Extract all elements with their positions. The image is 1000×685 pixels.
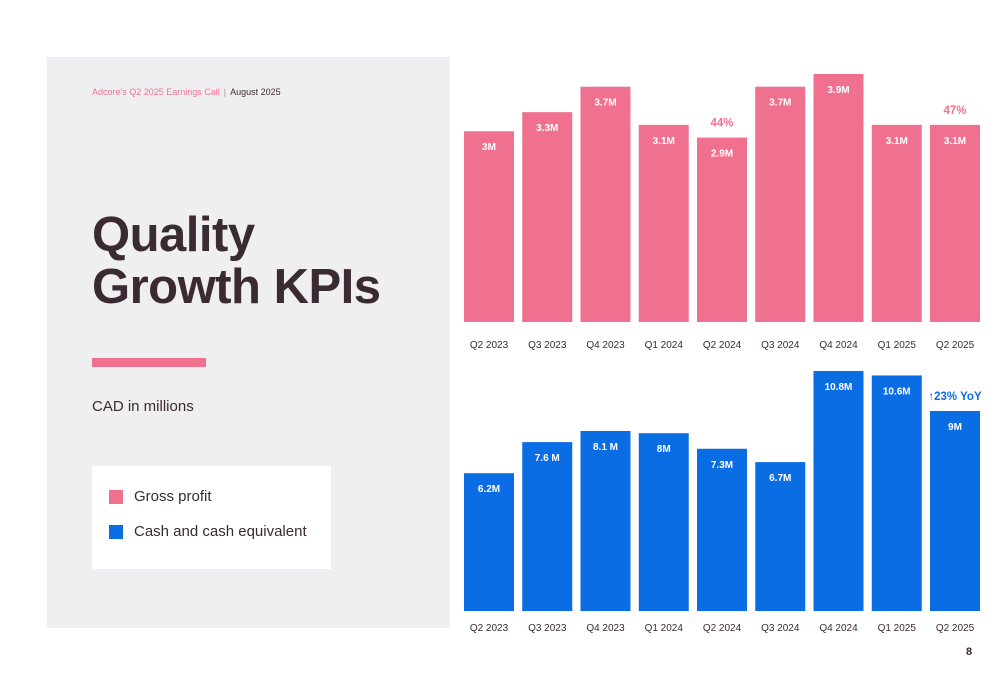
tick-label-cash-q2-2025: Q2 2025	[936, 623, 975, 634]
annotation-cash-q2-2025: ↑23% YoY	[928, 391, 982, 403]
data-label-cash-q2-2025: 9M	[948, 422, 962, 433]
data-label-cash-q2-2024: 7.3M	[711, 460, 733, 471]
data-label-gross-profit-q1-2025: 3.1M	[886, 136, 908, 147]
tick-label-gross-profit-q1-2025: Q1 2025	[878, 340, 917, 351]
title-panel: Adcore's Q2 2025 Earnings Call | August 20…	[47, 57, 450, 628]
data-label-gross-profit-q4-2023: 3.7M	[594, 98, 616, 109]
tick-label-cash-q4-2023: Q4 2023	[586, 623, 625, 634]
tick-label-cash-q2-2023: Q2 2023	[470, 623, 509, 634]
data-label-cash-q3-2024: 6.7M	[769, 473, 791, 484]
data-label-cash-q3-2023: 7.6 M	[535, 453, 560, 464]
header-line: Adcore's Q2 2025 Earnings Call | August 20…	[92, 87, 281, 97]
legend: Gross profit Cash and cash equivalent	[92, 466, 331, 569]
page-title-line-1: Quality	[92, 208, 255, 262]
bar-gross-profit-q2-2024	[697, 137, 747, 322]
header-separator: |	[223, 87, 227, 97]
bar-cash-q1-2024	[638, 433, 689, 611]
tick-label-gross-profit-q2-2024: Q2 2024	[703, 340, 742, 351]
data-label-gross-profit-q4-2024: 3.9M	[827, 85, 849, 96]
page-title-line-2: Growth KPIs	[92, 260, 381, 314]
bar-gross-profit-q1-2024	[638, 124, 689, 322]
data-label-cash-q2-2023: 6.2M	[478, 484, 500, 495]
tick-label-cash-q3-2023: Q3 2023	[528, 623, 567, 634]
legend-item-gross-profit: Gross profit	[109, 488, 212, 505]
tick-label-gross-profit-q1-2024: Q1 2024	[645, 340, 684, 351]
tick-label-gross-profit-q3-2024: Q3 2024	[761, 340, 800, 351]
tick-label-cash-q1-2024: Q1 2024	[645, 623, 684, 634]
bar-cash-q2-2024	[697, 448, 747, 611]
bar-gross-profit-q4-2023	[580, 86, 631, 322]
bar-cash-q3-2023	[522, 442, 573, 611]
title-accent-bar	[92, 358, 206, 367]
annotation-gross-profit-q2-2025: 47%	[943, 105, 966, 117]
bar-gross-profit-q3-2024	[755, 86, 806, 322]
bar-cash-q2-2025	[930, 411, 980, 611]
data-label-gross-profit-q2-2024: 2.9M	[711, 149, 733, 160]
page-title: Quality Growth KPIs	[92, 209, 381, 313]
data-label-cash-q1-2025: 10.6M	[883, 386, 911, 397]
bar-cash-q1-2025	[871, 375, 922, 611]
bar-gross-profit-q1-2025	[871, 124, 922, 322]
data-label-cash-q1-2024: 8M	[657, 444, 671, 455]
tick-label-gross-profit-q4-2024: Q4 2024	[819, 340, 858, 351]
bar-cash-q2-2023	[464, 473, 514, 611]
annotation-gross-profit-q2-2024: 44%	[710, 118, 733, 130]
bar-gross-profit-q2-2023	[464, 131, 514, 322]
data-label-gross-profit-q3-2024: 3.7M	[769, 98, 791, 109]
bar-gross-profit-q3-2023	[522, 112, 573, 323]
legend-label-gross-profit: Gross profit	[134, 488, 212, 505]
data-label-gross-profit-q2-2023: 3M	[482, 142, 496, 153]
bar-cash-q4-2024	[813, 371, 864, 611]
page-number: 8	[966, 646, 973, 658]
legend-swatch-cash	[109, 524, 123, 539]
event-name: Adcore's Q2 2025 Earnings Call	[92, 87, 220, 97]
tick-label-gross-profit-q4-2023: Q4 2023	[586, 340, 625, 351]
data-label-gross-profit-q2-2025: 3.1M	[944, 136, 966, 147]
tick-label-cash-q2-2024: Q2 2024	[703, 623, 742, 634]
legend-item-cash: Cash and cash equivalent	[109, 523, 307, 540]
bar-gross-profit-q2-2025	[930, 124, 980, 322]
tick-label-gross-profit-q2-2023: Q2 2023	[470, 340, 509, 351]
bar-gross-profit-q4-2024	[813, 74, 864, 322]
legend-label-cash: Cash and cash equivalent	[134, 523, 307, 540]
data-label-gross-profit-q1-2024: 3.1M	[653, 136, 675, 147]
tick-label-cash-q3-2024: Q3 2024	[761, 623, 800, 634]
tick-label-gross-profit-q2-2025: Q2 2025	[936, 340, 975, 351]
data-label-gross-profit-q3-2023: 3.3M	[536, 123, 558, 134]
data-label-cash-q4-2024: 10.8M	[825, 382, 853, 393]
tick-label-gross-profit-q3-2023: Q3 2023	[528, 340, 567, 351]
tick-label-cash-q4-2024: Q4 2024	[819, 623, 858, 634]
bar-cash-q3-2024	[755, 462, 806, 611]
event-date: August 2025	[230, 87, 281, 97]
bar-cash-q4-2023	[580, 431, 631, 611]
unit-label: CAD in millions	[92, 398, 194, 415]
legend-swatch-gross-profit	[109, 489, 123, 504]
tick-label-cash-q1-2025: Q1 2025	[878, 623, 917, 634]
data-label-cash-q4-2023: 8.1 M	[593, 442, 618, 453]
